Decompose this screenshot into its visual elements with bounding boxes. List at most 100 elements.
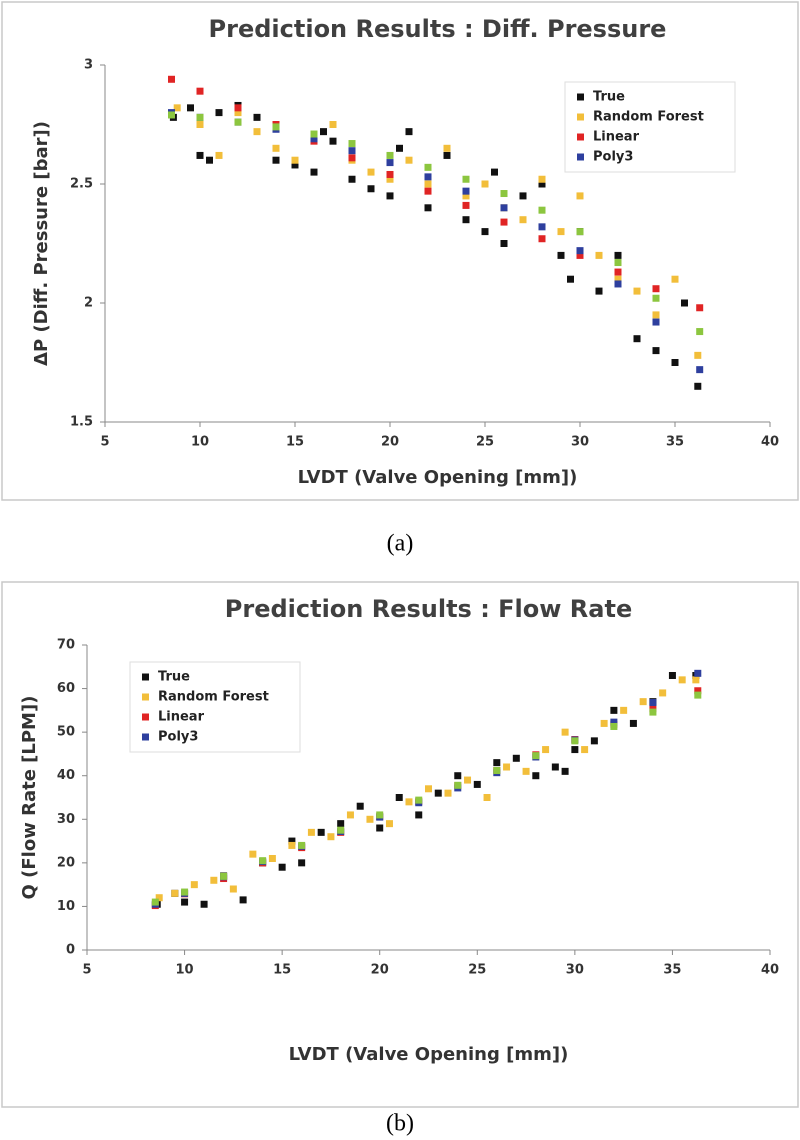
point <box>346 811 354 819</box>
point <box>356 802 364 810</box>
point <box>190 881 198 889</box>
point <box>538 235 546 243</box>
point <box>307 828 315 836</box>
point <box>473 780 481 788</box>
point <box>633 335 641 343</box>
point <box>196 87 204 95</box>
point <box>500 190 508 198</box>
x-tick-label: 35 <box>666 435 684 450</box>
legend-label: Random Forest <box>593 110 704 125</box>
point <box>424 187 432 195</box>
y-tick-label: 2 <box>84 296 93 311</box>
y-tick-label: 20 <box>57 855 75 870</box>
point <box>678 676 686 684</box>
point <box>462 187 470 195</box>
point <box>512 754 520 762</box>
point <box>329 137 337 145</box>
point <box>696 328 704 336</box>
point <box>386 170 394 178</box>
point <box>206 156 213 164</box>
point <box>310 168 318 176</box>
point <box>415 796 423 804</box>
legend-label: True <box>158 670 190 685</box>
point <box>386 151 394 159</box>
point <box>462 192 470 200</box>
y-tick-label: 30 <box>57 812 75 827</box>
caption: (b) <box>386 1111 414 1137</box>
x-tick-label: 30 <box>571 435 589 450</box>
point <box>620 706 628 714</box>
point <box>272 144 280 152</box>
point <box>310 135 318 143</box>
point <box>151 898 159 906</box>
point <box>522 767 530 775</box>
point <box>519 216 527 224</box>
point <box>405 798 413 806</box>
point <box>681 299 688 307</box>
point <box>173 104 181 112</box>
point <box>367 185 375 193</box>
point <box>614 268 622 276</box>
point <box>196 113 204 121</box>
point <box>234 109 242 117</box>
x-tick-label: 40 <box>761 963 779 978</box>
point <box>483 794 491 801</box>
legend-swatch <box>577 113 584 121</box>
legend-label: Poly3 <box>158 730 198 745</box>
point <box>694 382 702 390</box>
point <box>610 722 618 730</box>
point <box>396 144 403 152</box>
chart-title: Prediction Results : Flow Rate <box>225 595 632 623</box>
point <box>415 811 423 819</box>
point <box>425 785 432 793</box>
point <box>614 275 622 283</box>
x-axis-title: LVDT (Valve Opening [mm]) <box>298 467 578 488</box>
point <box>464 776 472 784</box>
point <box>614 280 622 288</box>
x-tick-label: 25 <box>468 963 486 978</box>
y-tick-label: 2.5 <box>70 177 93 192</box>
point <box>187 104 194 112</box>
point <box>557 251 565 259</box>
point <box>310 130 318 138</box>
point <box>614 251 622 259</box>
legend-swatch <box>142 733 149 741</box>
point <box>610 706 618 714</box>
point <box>633 287 641 295</box>
x-tick-label: 15 <box>273 963 291 978</box>
y-axis-title: ΔP (Diff. Pressure [bar]) <box>31 121 52 366</box>
point <box>327 833 335 841</box>
point <box>253 113 261 121</box>
point <box>215 109 223 117</box>
point <box>671 275 679 283</box>
point <box>500 218 508 226</box>
point <box>694 669 702 677</box>
point <box>542 746 550 754</box>
point <box>268 855 276 862</box>
point <box>405 156 413 164</box>
point <box>576 192 584 200</box>
point <box>538 175 546 183</box>
y-tick-label: 60 <box>57 681 75 696</box>
x-tick-label: 20 <box>381 435 399 450</box>
point <box>519 192 527 200</box>
point <box>557 228 565 236</box>
point <box>668 672 676 679</box>
x-tick-label: 20 <box>371 963 389 978</box>
point <box>462 175 470 183</box>
legend-swatch <box>577 133 584 141</box>
point <box>576 247 584 255</box>
point <box>288 837 296 845</box>
point <box>272 123 280 131</box>
point <box>500 204 508 212</box>
point <box>337 820 345 828</box>
point <box>532 772 540 780</box>
point <box>424 173 432 181</box>
point <box>462 216 470 224</box>
point <box>215 151 223 159</box>
point <box>348 154 356 162</box>
point <box>168 75 175 83</box>
point <box>196 121 204 128</box>
point <box>652 311 660 319</box>
point <box>239 896 247 904</box>
